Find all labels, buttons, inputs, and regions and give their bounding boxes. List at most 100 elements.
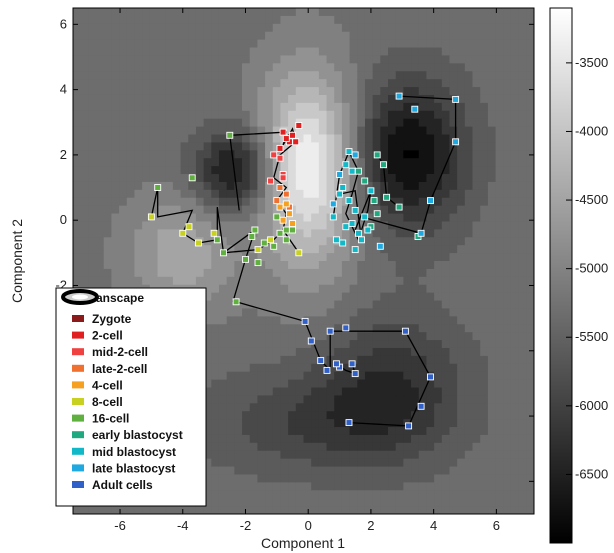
landscape-cell [388, 110, 397, 120]
landscape-cell [318, 197, 328, 207]
landscape-cell [157, 31, 166, 41]
landscape-cell [303, 284, 312, 294]
landscape-cell [503, 347, 512, 357]
landscape-cell [318, 174, 328, 183]
landscape-cell [234, 308, 243, 317]
landscape-cell [188, 110, 197, 120]
landscape-cell [349, 31, 358, 41]
landscape-cell [226, 261, 235, 270]
landscape-cell [295, 102, 305, 112]
landscape-cell [165, 253, 174, 262]
landscape-cell [411, 39, 420, 49]
landscape-cell [249, 395, 258, 404]
landscape-cell [103, 71, 113, 80]
landscape-cell [195, 39, 205, 49]
landscape-cell [449, 498, 458, 507]
landscape-cell [487, 102, 497, 112]
landscape-cell [103, 39, 113, 49]
landscape-cell [234, 245, 243, 254]
landscape-cell [495, 63, 504, 72]
landscape-cell [126, 158, 136, 167]
landscape-cell [526, 253, 534, 262]
landscape-cell [103, 253, 113, 262]
landscape-cell [165, 189, 174, 199]
landscape-cell [349, 118, 358, 128]
landscape-cell [257, 450, 266, 460]
landscape-cell [249, 110, 258, 120]
landscape-cell [495, 276, 504, 286]
landscape-cell [234, 134, 243, 144]
landscape-cell [265, 87, 274, 96]
landscape-cell [211, 340, 220, 349]
landscape-cell [372, 340, 381, 349]
landscape-cell [311, 316, 320, 325]
data-point [326, 327, 334, 335]
landscape-cell [472, 142, 481, 151]
landscape-cell [165, 15, 174, 25]
landscape-cell [195, 268, 205, 278]
landscape-cell [411, 332, 420, 341]
landscape-cell [280, 340, 289, 349]
landscape-cell [326, 506, 335, 514]
landscape-cell [303, 229, 312, 238]
landscape-cell [195, 181, 205, 191]
landscape-cell [426, 403, 435, 412]
landscape-cell [495, 87, 504, 96]
landscape-cell [503, 15, 512, 25]
landscape-cell [395, 189, 404, 199]
landscape-cell [134, 134, 143, 144]
landscape-cell [349, 474, 358, 483]
landscape-cell [73, 229, 82, 238]
landscape-cell [226, 355, 235, 365]
landscape-cell [472, 308, 481, 317]
landscape-cell [426, 142, 435, 151]
landscape-cell [418, 395, 428, 404]
landscape-cell [395, 166, 404, 175]
landscape-cell [380, 47, 389, 57]
landscape-cell [472, 55, 481, 64]
landscape-cell [73, 71, 82, 80]
landscape-cell [249, 403, 258, 412]
landscape-cell [303, 79, 312, 88]
landscape-cell [503, 87, 512, 96]
landscape-cell [480, 15, 489, 25]
data-point [282, 236, 290, 244]
landscape-cell [518, 347, 527, 357]
legend-label: early blastocyst [92, 428, 183, 442]
landscape-cell [249, 316, 258, 325]
landscape-cell [242, 118, 251, 128]
landscape-cell [226, 229, 235, 238]
landscape-cell [272, 174, 282, 183]
landscape-cell [357, 158, 366, 167]
landscape-cell [464, 245, 474, 254]
data-point [273, 213, 281, 221]
landscape-cell [272, 387, 282, 397]
landscape-cell [142, 261, 151, 270]
landscape-cell [326, 268, 335, 278]
landscape-cell [480, 292, 489, 302]
landscape-cell [357, 189, 366, 199]
landscape-cell [510, 300, 520, 310]
landscape-cell [326, 379, 335, 389]
landscape-cell [372, 474, 381, 483]
landscape-cell [395, 284, 404, 294]
landscape-cell [403, 284, 412, 294]
landscape-cell [449, 340, 458, 349]
landscape-cell [349, 102, 358, 112]
landscape-cell [326, 316, 335, 325]
landscape-cell [457, 403, 466, 412]
landscape-cell [518, 434, 527, 444]
landscape-cell [518, 442, 527, 452]
landscape-cell [180, 221, 189, 230]
landscape-cell [411, 126, 420, 136]
landscape-cell [518, 316, 527, 325]
landscape-cell [149, 237, 159, 246]
landscape-cell [364, 253, 374, 262]
landscape-cell [226, 126, 235, 136]
landscape-cell [487, 268, 497, 278]
landscape-cell [395, 474, 404, 483]
data-point [226, 131, 234, 139]
landscape-cell [234, 371, 243, 381]
landscape-cell [272, 47, 282, 57]
landscape-cell [334, 403, 343, 412]
